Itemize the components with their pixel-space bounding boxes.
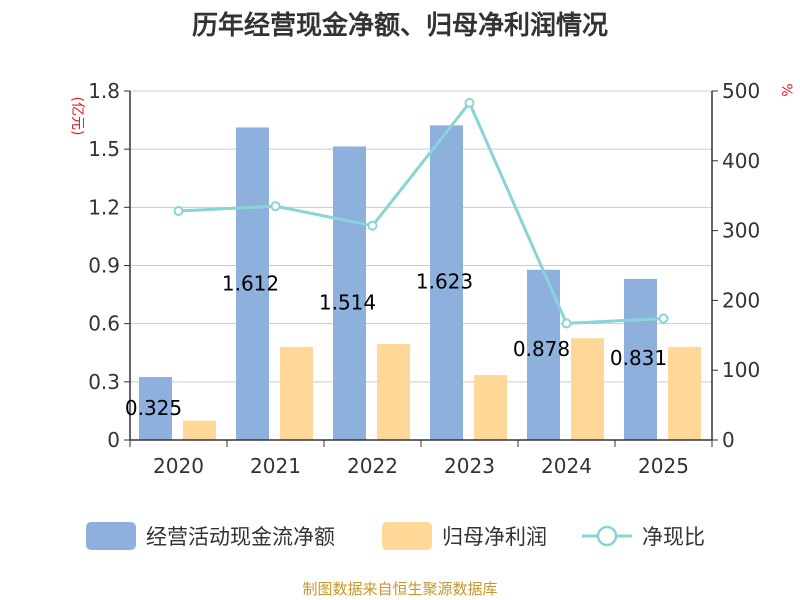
right-axis-tick-label: 300 (722, 219, 760, 243)
net-profit-bar (183, 420, 216, 440)
x-axis-tick-label: 2020 (153, 454, 204, 478)
legend-swatch-net-profit (382, 522, 432, 550)
legend-label-ratio: 净现比 (642, 525, 705, 549)
legend-label-cash-flow: 经营活动现金流净额 (146, 525, 335, 549)
right-axis-tick-label: 500 (722, 79, 760, 103)
ratio-line (178, 99, 664, 325)
net-profit-bar (377, 344, 410, 440)
ratio-point (658, 313, 669, 324)
data-label: 1.623 (416, 269, 473, 293)
ratio-point (464, 97, 475, 108)
left-axis-unit: (亿元) (69, 97, 85, 136)
net-profit-bar (668, 346, 701, 440)
source-note: 制图数据来自恒生聚源数据库 (302, 580, 497, 598)
x-axis-tick-label: 2024 (541, 454, 592, 478)
chart-title: 历年经营现金净额、归母净利润情况 (192, 10, 608, 41)
right-axis-tick-label: 0 (722, 428, 735, 452)
left-axis-tick-label: 0.3 (88, 370, 120, 394)
right-axis-unit: % (778, 83, 794, 96)
data-label: 1.514 (319, 290, 376, 314)
legend: 经营活动现金流净额 归母净利润 净现比 (86, 522, 705, 550)
ratio-line-layer (173, 97, 669, 329)
x-axis-tick-label: 2025 (638, 454, 689, 478)
cash-flow-bar (430, 125, 463, 441)
x-axis-tick-label: 2023 (444, 454, 495, 478)
right-axis-tick-label: 200 (722, 288, 760, 312)
data-label: 0.325 (125, 396, 182, 420)
legend-swatch-cash-flow (86, 522, 136, 550)
left-axis-tick-label: 0 (107, 428, 120, 452)
net-profit-bar (474, 375, 507, 440)
data-label: 1.612 (222, 271, 279, 295)
bars-layer (139, 125, 701, 441)
net-profit-bar (571, 338, 604, 440)
left-axis-tick-label: 0.9 (88, 254, 120, 278)
left-axis-tick-label: 1.2 (88, 195, 120, 219)
cash-flow-bar (139, 376, 172, 440)
data-label: 0.878 (513, 337, 570, 361)
cash-flow-bar (333, 146, 366, 441)
net-profit-bar (280, 346, 313, 440)
cash-flow-bar (236, 127, 269, 440)
legend-label-net-profit: 归母净利润 (442, 525, 547, 549)
ratio-point (173, 206, 184, 217)
ratio-point (367, 220, 378, 231)
right-axis-tick-label: 100 (722, 358, 760, 382)
left-axis-tick-label: 1.8 (88, 79, 120, 103)
right-axis-tick-label: 400 (722, 149, 760, 173)
data-labels-layer: 0.325 1.612 1.514 1.623 0.878 0.831 (125, 269, 667, 420)
legend-swatch-ratio-marker (596, 525, 618, 547)
ratio-point (270, 201, 281, 212)
cash-flow-bar (624, 278, 657, 440)
data-label: 0.831 (610, 346, 667, 370)
left-axis-tick-label: 1.5 (88, 137, 120, 161)
axes-layer: 0 0.3 0.6 0.9 1.2 1.5 1.8 0 100 200 300 400 500 2020 2… (88, 79, 760, 478)
ratio-point (561, 318, 572, 329)
x-axis-tick-label: 2021 (250, 454, 301, 478)
x-axis-tick-label: 2022 (347, 454, 398, 478)
left-axis-tick-label: 0.6 (88, 312, 120, 336)
